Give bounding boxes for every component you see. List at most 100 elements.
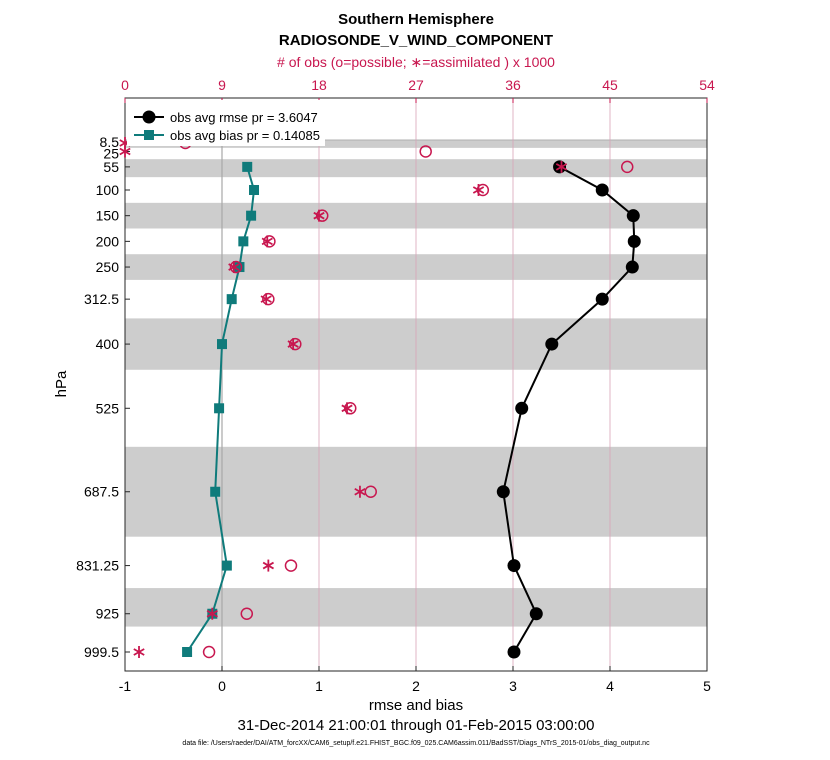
obs-assimilated-55 [555, 160, 568, 173]
asterisk-stroke-2 [261, 237, 273, 246]
bias-point-55 [242, 161, 253, 172]
legend-rmse-label: obs avg rmse pr = 3.6047 [170, 110, 318, 125]
asterisk-stroke-2 [206, 609, 218, 618]
obs-assimilated-999.5 [133, 646, 145, 658]
asterisk-stroke-2 [313, 211, 325, 220]
top-tick-label-36: 36 [505, 77, 521, 93]
y-tick-label-150: 150 [96, 208, 120, 224]
top-tick-label-18: 18 [311, 77, 327, 93]
obs-possible-250 [229, 260, 243, 274]
obs-assimilated-831.25 [262, 559, 274, 572]
bias-point-525 [214, 403, 225, 414]
obs-assimilated-25 [119, 145, 131, 158]
obs-possible-999.5 [202, 645, 216, 659]
rmse-point-150 [626, 209, 640, 223]
bias-point-312.5 [226, 294, 237, 305]
x-tick-label-3: 3 [509, 678, 517, 694]
y-tick-label-999.5: 999.5 [84, 644, 119, 660]
bias-point-250 [234, 262, 245, 273]
obs-assimilated-312.5 [260, 293, 272, 306]
x-tick-label-0: 0 [218, 678, 226, 694]
obs-possible-831.25 [284, 559, 298, 572]
data-file-footnote: data file: /Users/raeder/DAI/ATM_forcXX/… [182, 740, 650, 747]
top-tick-label-54: 54 [699, 77, 715, 93]
asterisk-stroke-2 [228, 263, 240, 271]
obs-possible-25 [419, 145, 432, 158]
asterisk-stroke-2 [262, 561, 274, 570]
y-tick-label-25: 25 [103, 145, 119, 161]
asterisk-stroke-2 [555, 163, 568, 171]
legend: obs avg rmse pr = 3.6047 obs avg bias pr… [127, 100, 325, 146]
rmse-point-925 [529, 607, 543, 621]
y-tick-label-250: 250 [96, 259, 120, 275]
obs-possible-525 [344, 402, 357, 415]
y-tick-label-400: 400 [96, 336, 120, 352]
asterisk-stroke-2 [133, 648, 145, 656]
top-tick-label-27: 27 [408, 77, 424, 93]
top-tick-label-9: 9 [218, 77, 226, 93]
rmse-point-687.5 [496, 485, 510, 499]
obs-possible-150 [315, 209, 329, 222]
x-tick-label-1: 1 [315, 678, 323, 694]
top-axis-label: # of obs (o=possible; ∗=assimilated ) x … [277, 54, 555, 70]
bias-point-100 [249, 184, 260, 195]
obs-assimilated-400 [287, 338, 299, 351]
y-tick-label-925: 925 [96, 606, 120, 622]
obs-possible-55 [620, 160, 634, 174]
rmse-line [502, 166, 636, 653]
y-tick-label-100: 100 [96, 182, 120, 198]
obs-assimilated-200 [261, 235, 273, 248]
rmse-point-831.25 [507, 559, 521, 573]
obs-possible-400 [289, 337, 302, 351]
y-tick-label-312.5: 312.5 [84, 291, 119, 307]
y-tick-label-8.5: 8.5 [100, 134, 120, 150]
chart-title: Southern Hemisphere [338, 11, 494, 28]
x-tick-label-4: 4 [606, 678, 614, 694]
x-tick-label-2: 2 [412, 678, 420, 694]
asterisk-stroke-2 [260, 295, 272, 303]
rmse-point-312.5 [595, 292, 609, 306]
date-range: 31-Dec-2014 21:00:01 through 01-Feb-2015… [238, 717, 595, 734]
obs-assimilated-687.5 [354, 485, 366, 498]
legend-bias-label: obs avg bias pr = 0.14085 [170, 128, 320, 143]
y-tick-label-525: 525 [96, 400, 120, 416]
bias-point-687.5 [210, 486, 221, 497]
asterisk-stroke-2 [354, 487, 366, 496]
x-axis-label: rmse and bias [369, 697, 463, 714]
y-tick-label-55: 55 [103, 159, 119, 175]
y-axis-label: hPa [53, 370, 70, 397]
obs-assimilated-250 [228, 261, 240, 274]
asterisk-stroke-2 [119, 147, 131, 156]
bias-point-400 [217, 339, 227, 350]
bias-point-150 [246, 210, 257, 221]
bias-point-200 [238, 236, 249, 247]
x-tick-label--1: -1 [119, 678, 132, 694]
legend-bias-marker [144, 130, 154, 140]
x-axis-ticks: -1 0 1 2 3 4 5 [119, 666, 711, 694]
obs-possible-687.5 [364, 485, 377, 498]
x-tick-label-5: 5 [703, 678, 711, 694]
obs-assimilated-925 [206, 607, 218, 620]
rmse-point-55 [553, 160, 567, 174]
obs-assimilated-100 [472, 183, 485, 196]
asterisk-stroke-2 [472, 186, 485, 194]
bias-point-999.5 [182, 647, 193, 657]
top-tick-label-0: 0 [121, 77, 129, 93]
asterisk-stroke-2 [341, 404, 353, 413]
top-axis-ticks: 0 9 18 27 36 45 54 [121, 77, 715, 103]
obs-possible-312.5 [262, 292, 275, 306]
rmse-point-250 [625, 260, 639, 274]
data-series [182, 160, 641, 659]
rmse-point-400 [545, 337, 559, 351]
top-axis-gridlines [221, 98, 611, 671]
rmse-point-200 [627, 234, 641, 248]
bias-point-831.25 [221, 560, 232, 571]
legend-box [127, 100, 325, 146]
rmse-point-525 [515, 401, 529, 415]
y-tick-label-200: 200 [96, 233, 120, 249]
rmse-point-999.5 [507, 645, 521, 659]
top-tick-label-45: 45 [602, 77, 618, 93]
y-tick-label-831.25: 831.25 [76, 558, 119, 574]
